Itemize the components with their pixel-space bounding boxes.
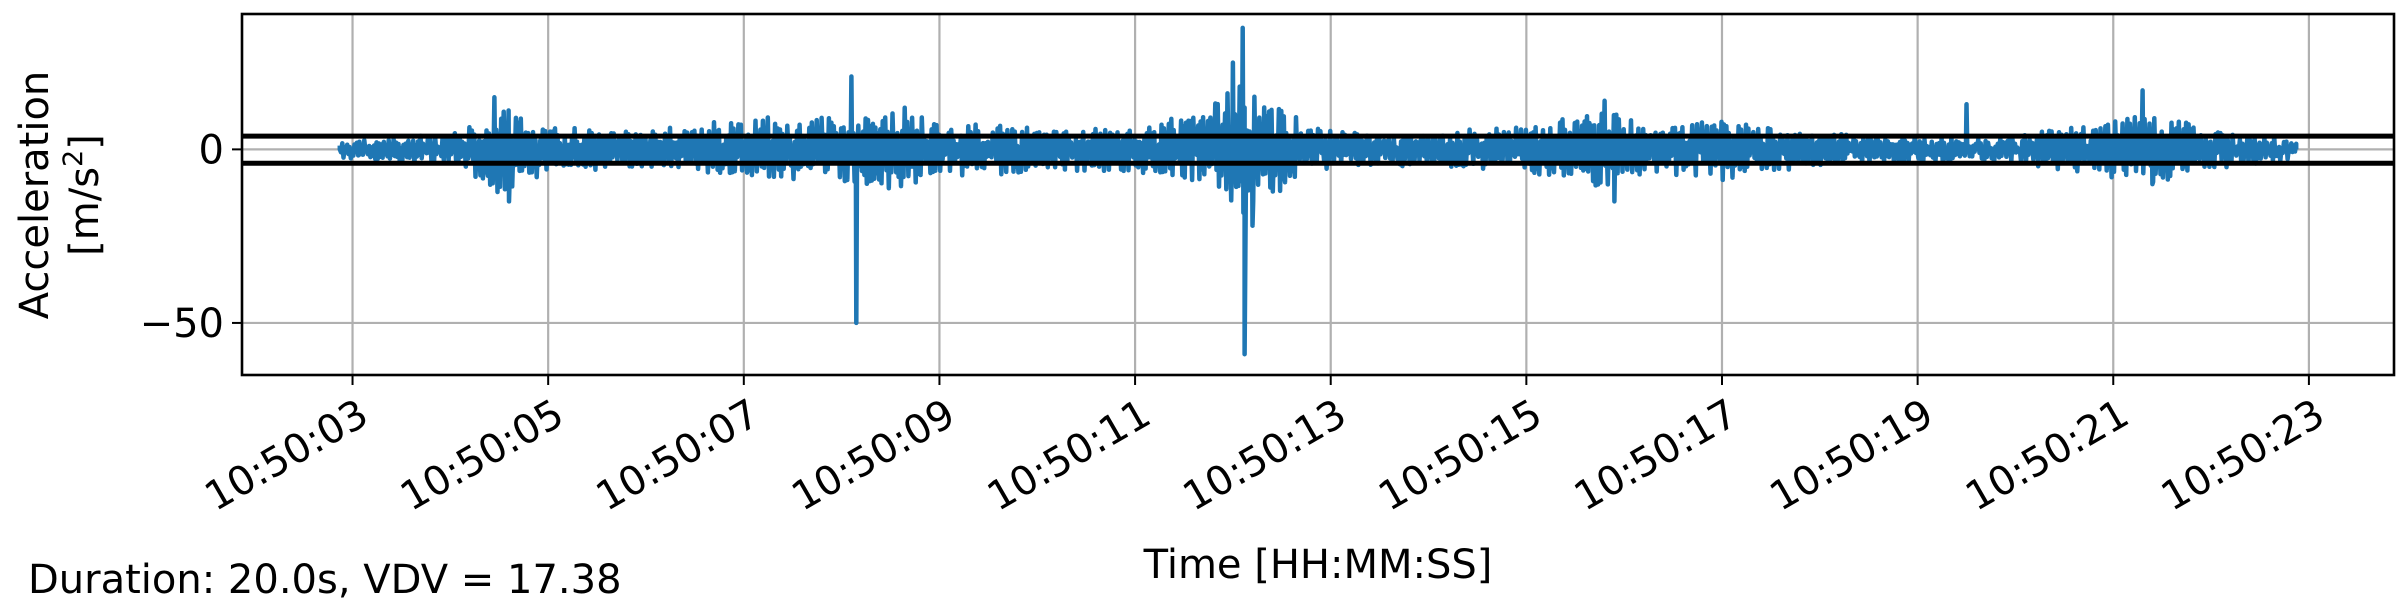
footnote-duration-vdv: Duration: 20.0s, VDV = 17.38: [28, 557, 622, 600]
y-axis-unit-suffix: ]: [62, 134, 108, 150]
plot-frame: [240, 12, 2396, 377]
y-axis-unit-prefix: [m/s: [62, 167, 108, 256]
y-tick-label: −50: [140, 301, 224, 347]
y-axis-unit-exponent: 2: [58, 150, 89, 167]
y-axis-label-line1: Acceleration: [12, 71, 58, 320]
x-axis-label: Time [HH:MM:SS]: [1143, 542, 1493, 588]
y-axis-label-unit: [m/s2]: [58, 134, 108, 256]
y-axis-ticks: 0 −50: [140, 127, 242, 347]
y-axis-label: Acceleration [m/s2]: [12, 71, 108, 320]
y-tick-label: 0: [199, 127, 224, 173]
threshold-lines: [242, 133, 2394, 166]
